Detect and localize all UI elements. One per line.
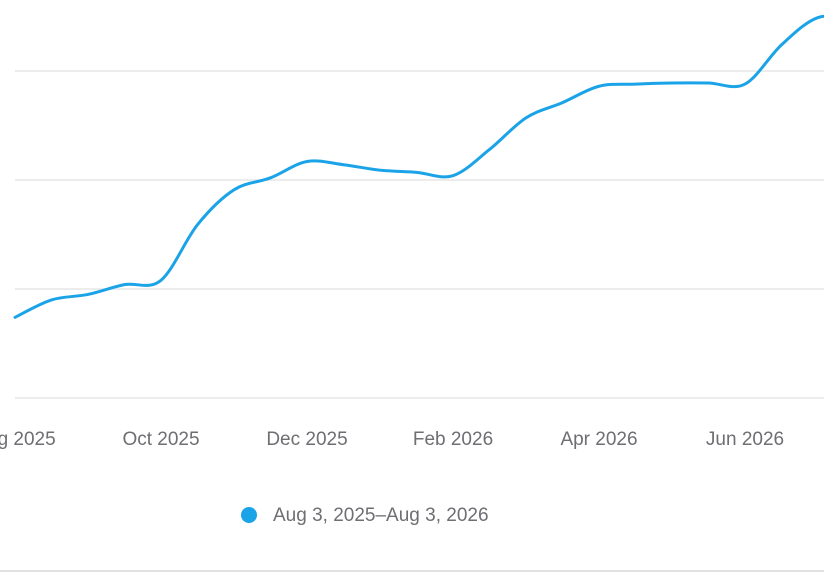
x-tick-label: Oct 2025 <box>122 429 199 450</box>
x-tick-label: Jun 2026 <box>706 429 784 450</box>
x-tick-label: Aug 2025 <box>0 429 56 450</box>
plot-area: Aug 2025 Oct 2025 Dec 2025 Feb 2026 Apr 2026… <box>0 14 824 450</box>
legend-label: Aug 3, 2025–Aug 3, 2026 <box>273 505 489 526</box>
x-tick-label: Dec 2025 <box>266 429 347 450</box>
legend-marker <box>241 507 257 523</box>
x-tick-label: Apr 2026 <box>560 429 637 450</box>
series-line <box>13 14 824 319</box>
x-tick-label: Feb 2026 <box>413 429 493 450</box>
